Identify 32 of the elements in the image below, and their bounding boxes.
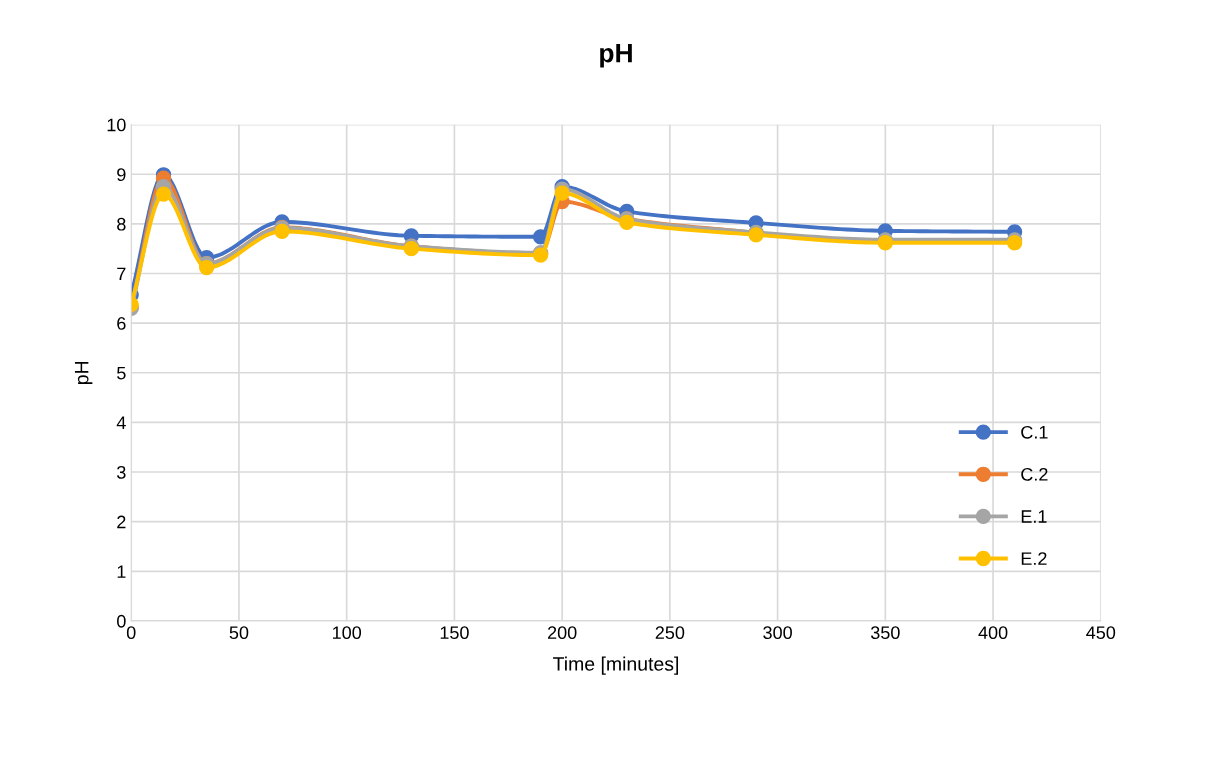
x-tick-label: 400 bbox=[978, 626, 1008, 640]
x-tick-label: 0 bbox=[126, 626, 136, 640]
y-tick-label: 10 bbox=[107, 118, 126, 132]
legend-label: E.1 bbox=[1021, 510, 1047, 523]
point bbox=[155, 186, 172, 202]
x-tick-label: 300 bbox=[763, 626, 792, 640]
x-tick-label: 150 bbox=[440, 626, 469, 640]
y-tick-label: 7 bbox=[117, 267, 126, 281]
point bbox=[198, 259, 215, 276]
x-tick-label: 450 bbox=[1086, 626, 1116, 640]
legend-label: E.2 bbox=[1021, 552, 1047, 565]
y-tick-label: 8 bbox=[117, 217, 126, 231]
y-tick-label: 3 bbox=[117, 465, 126, 479]
y-tick-label: 9 bbox=[117, 168, 126, 181]
x-axis-title: Time [minutes] bbox=[553, 656, 679, 675]
y-axis-title: pH bbox=[74, 361, 93, 384]
y-tick-label: 1 bbox=[117, 565, 126, 578]
x-tick-label: 200 bbox=[547, 626, 577, 640]
y-tick-label: 5 bbox=[117, 366, 126, 380]
legend-label: C.2 bbox=[1021, 467, 1048, 481]
legend-label: C.1 bbox=[1021, 425, 1048, 439]
x-tick-label: 100 bbox=[333, 626, 362, 640]
x-tick-label: 50 bbox=[229, 626, 249, 640]
chart-title: pH bbox=[600, 43, 632, 68]
x-tick-label: 350 bbox=[870, 626, 900, 640]
x-tick-label: 250 bbox=[655, 626, 685, 640]
point bbox=[619, 214, 635, 231]
y-tick-label: 0 bbox=[117, 614, 126, 628]
y-tick-label: 2 bbox=[117, 515, 126, 529]
point bbox=[554, 185, 570, 201]
y-tick-label: 4 bbox=[116, 416, 126, 429]
y-tick-label: 6 bbox=[117, 317, 126, 330]
